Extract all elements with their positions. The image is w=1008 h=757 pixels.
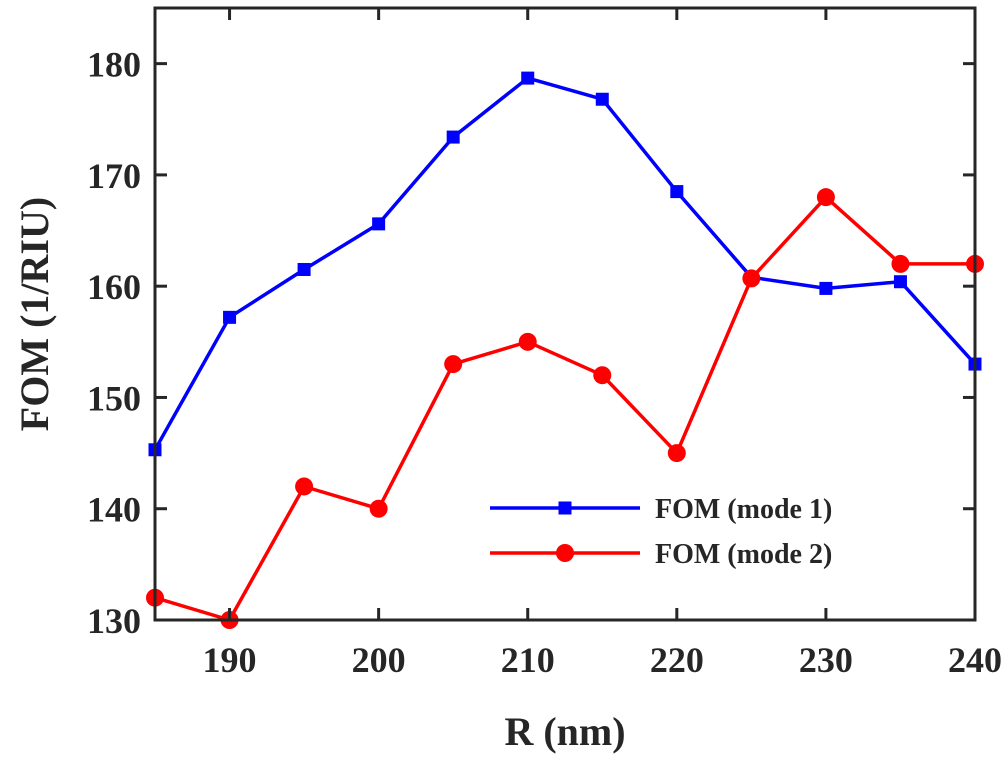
y-tick-label: 150 <box>87 378 141 418</box>
data-point-circle <box>518 332 537 351</box>
series-line <box>154 195 975 622</box>
y-tick-label: 180 <box>87 45 141 85</box>
data-point-square <box>893 275 907 289</box>
data-point-square <box>223 310 237 324</box>
data-point-circle <box>667 444 686 463</box>
axis-ticks: 190 200 210 220 230 240 130 140 150 160 170 180 <box>87 8 1002 680</box>
y-axis-label: FOM (1/RIU) <box>12 197 57 431</box>
legend-label: FOM (mode 2) <box>655 539 832 570</box>
x-tick-label: 190 <box>203 640 257 680</box>
y-tick-label: 140 <box>87 490 141 530</box>
x-tick-label: 200 <box>352 640 406 680</box>
data-point-square <box>372 217 386 231</box>
data-point-square <box>670 185 684 199</box>
legend-marker <box>558 501 572 515</box>
series-2 <box>146 188 984 629</box>
y-tick-label: 160 <box>87 267 141 307</box>
x-axis-label: R (nm) <box>504 709 625 754</box>
legend-label: FOM (mode 1) <box>655 494 832 525</box>
legend-marker <box>556 544 574 562</box>
y-tick-label: 130 <box>87 601 141 641</box>
data-point-circle <box>593 366 612 385</box>
data-point-square <box>819 281 833 295</box>
x-tick-label: 220 <box>650 640 704 680</box>
plot-data <box>146 71 984 629</box>
data-point-circle <box>444 355 463 374</box>
data-point-square <box>297 262 311 276</box>
data-point-square <box>446 130 460 144</box>
data-point-square <box>595 92 609 106</box>
x-tick-label: 230 <box>799 640 853 680</box>
data-point-circle <box>369 499 388 518</box>
legend-item-1: FOM (mode 1) <box>490 494 832 525</box>
data-point-circle <box>816 188 835 207</box>
y-tick-label: 170 <box>87 156 141 196</box>
series-line <box>153 76 977 451</box>
data-point-circle <box>891 254 910 273</box>
x-tick-label: 210 <box>501 640 555 680</box>
x-tick-label: 240 <box>948 640 1002 680</box>
data-point-circle <box>295 477 314 496</box>
axes-box <box>153 6 977 622</box>
data-point-square <box>521 71 535 85</box>
legend: FOM (mode 1) FOM (mode 2) <box>490 494 832 570</box>
data-point-circle <box>742 269 761 288</box>
series-1 <box>148 71 982 457</box>
legend-item-2: FOM (mode 2) <box>490 539 832 570</box>
